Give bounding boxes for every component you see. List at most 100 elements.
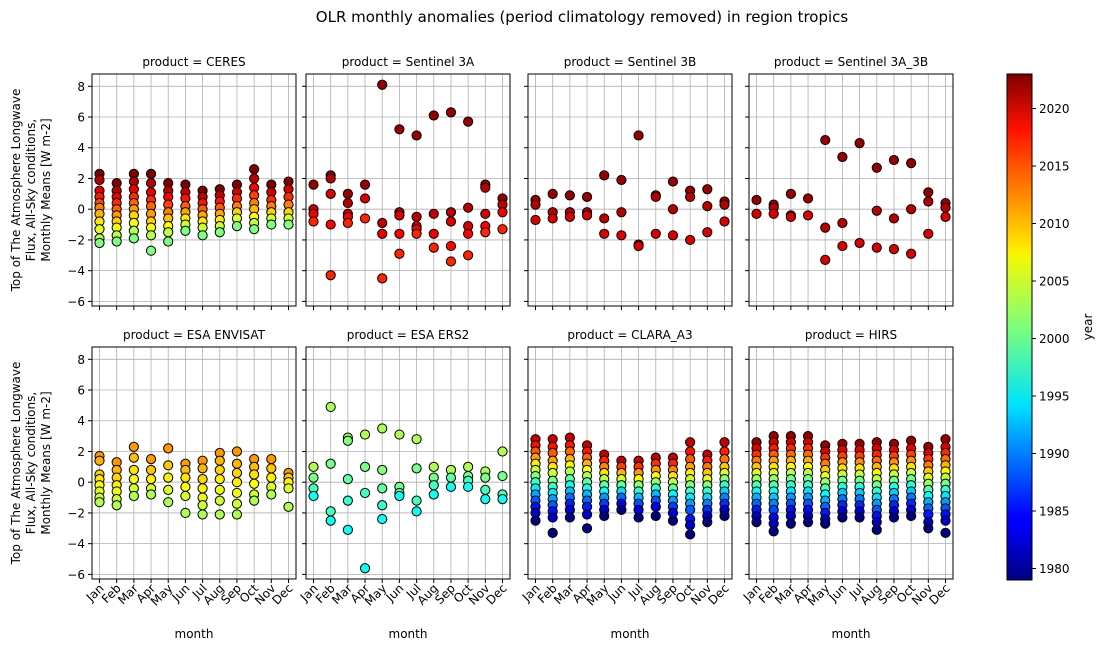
x-tick-label: Jun [826,581,850,605]
data-point [633,130,644,141]
data-point [231,477,243,488]
data-point [599,213,610,224]
data-point [94,174,105,186]
data-point [231,498,243,509]
data-point [547,213,558,224]
data-point [394,210,405,221]
data-point [163,443,174,454]
data-point [377,483,388,494]
data-point [325,270,336,281]
data-point [445,240,457,252]
data-point [802,193,814,204]
data-point [599,228,610,239]
x-tick-label: Jun [169,581,193,605]
data-point [266,489,277,500]
y-axis-label-line: Flux, All-Sky conditions, [24,119,38,261]
x-axis-label: month [175,627,214,641]
panel-4: product = Sentinel 3A_3B [745,55,954,310]
colorbar-frame [1006,73,1033,581]
data-point [480,227,491,238]
data-point [359,461,371,472]
data-point [463,481,474,492]
panel-frame [748,73,954,307]
data-point [547,527,558,539]
data-point [497,446,508,457]
data-point [163,460,174,471]
data-point [325,173,336,184]
data-point [325,515,336,526]
data-point [411,434,422,445]
data-point [145,489,157,500]
data-point [249,173,260,184]
data-point [719,437,730,448]
data-point [145,230,157,241]
data-point [923,523,934,534]
data-point [888,154,900,166]
data-point [283,483,294,494]
data-point [325,506,336,517]
data-point [377,273,388,284]
colorbar-gradient [1007,74,1032,580]
data-point [111,236,122,247]
data-point [231,467,243,479]
panel-frame [91,73,297,307]
data-point [650,501,661,512]
data-point [394,124,405,135]
data-point [564,190,575,201]
data-point [667,204,679,215]
data-point [180,507,191,519]
data-point [145,464,157,476]
data-point [906,248,917,259]
y-axis-label-line: Top of The Atmosphere Longwave [9,89,23,293]
data-point [633,240,644,252]
data-point [768,526,779,537]
y-tick-label: −2 [67,233,85,247]
data-point [719,216,730,227]
data-point [128,441,139,452]
data-point [231,509,243,520]
data-point [266,219,277,230]
panel-title: product = CLARA_A3 [567,328,692,342]
data-point [616,504,627,515]
data-point [445,256,457,267]
data-point [197,230,208,241]
y-tick-label: 2 [77,445,85,459]
colorbar-tick-label: 1985 [1039,505,1070,519]
data-point [180,472,191,483]
data-point [719,510,730,522]
data-point [308,179,319,190]
data-point [197,509,208,520]
data-point [820,254,831,266]
data-point [342,435,353,446]
data-point [802,517,814,528]
data-point [445,481,457,492]
data-point [377,217,388,229]
data-point [342,197,353,209]
y-tick-label: −2 [67,506,85,520]
colorbar-label: year [1081,314,1095,341]
data-point [308,216,319,227]
data-point [599,510,610,522]
data-point [180,490,191,502]
data-point [940,527,951,539]
data-point [231,458,243,469]
data-point [685,437,696,448]
data-point [394,228,405,239]
data-point [685,520,696,531]
y-tick-label: 8 [77,353,85,367]
panel-title: product = Sentinel 3A_3B [774,55,928,69]
data-point [685,504,696,515]
data-point [497,470,508,482]
data-point [837,151,848,163]
data-point [445,207,457,218]
colorbar-tick-label: 2005 [1039,275,1070,289]
data-point [785,518,796,529]
x-tick-label: Jun [605,581,629,605]
y-axis-label-line: Monthly Means [W m-2] [39,391,53,534]
data-point [359,487,371,499]
y-axis-label-line: Top of The Atmosphere Longwave [9,362,23,566]
x-tick-label: Dec [705,581,731,607]
data-point [530,214,541,226]
panel-title: product = HIRS [805,328,897,342]
data-point [650,191,661,203]
